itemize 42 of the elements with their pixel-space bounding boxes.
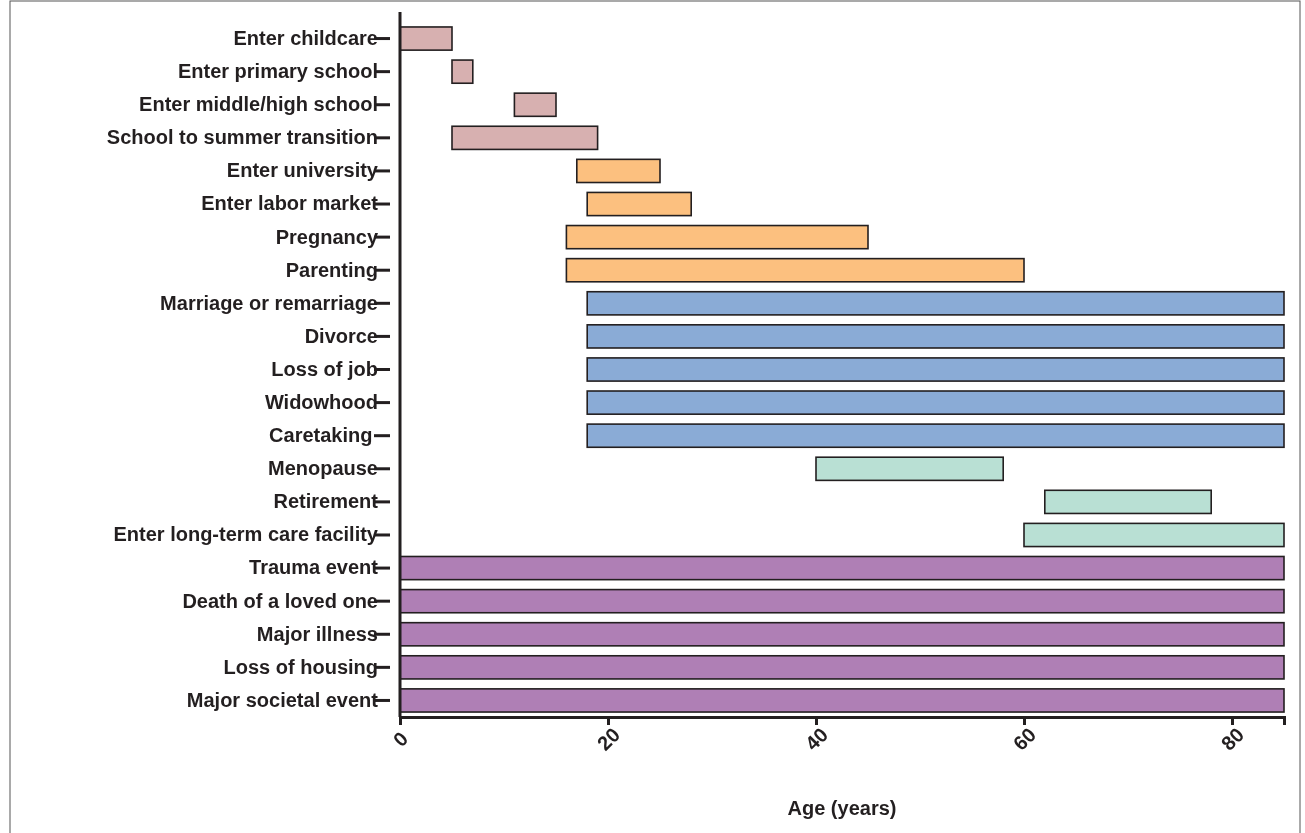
y-tick-label: Marriage or remarriage <box>160 291 378 314</box>
y-tick-label: Widowhood <box>264 391 378 413</box>
bar <box>576 158 661 184</box>
y-tick-label: Retirement <box>273 490 379 513</box>
bar <box>586 390 1285 415</box>
bar <box>586 423 1285 449</box>
y-tick-label: Enter university <box>226 159 379 182</box>
y-tick-label: Parenting <box>285 258 378 281</box>
bar <box>1023 522 1285 548</box>
y-tick-label: Divorce <box>304 324 378 347</box>
y-tick-label: Trauma event <box>249 556 379 579</box>
bar <box>586 191 692 217</box>
y-tick-label: Death of a loved one <box>182 589 378 612</box>
y-tick-label: Enter long-term care facility <box>113 523 379 546</box>
y-tick-label: Menopause <box>267 457 378 480</box>
y-tick-label: Caretaking <box>269 424 378 447</box>
y-tick-label: Enter primary school <box>177 60 378 83</box>
bar <box>451 59 474 85</box>
bar <box>586 324 1285 349</box>
x-axis-title: Age (years) <box>787 797 897 819</box>
x-tick-label: 0 <box>388 727 413 751</box>
x-tick-label: 40 <box>800 723 833 755</box>
y-tick-label: Pregnancy <box>275 225 379 248</box>
bar <box>565 224 869 250</box>
y-tick-label: Enter labor market <box>201 192 379 215</box>
bar <box>513 92 557 118</box>
x-tick-label: 60 <box>1008 723 1041 755</box>
bar <box>565 257 1025 283</box>
x-tick-label: 80 <box>1216 723 1249 755</box>
y-tick-label: Major societal event <box>186 688 379 711</box>
y-tick-label: Enter childcare <box>233 26 378 49</box>
bar <box>586 290 1285 316</box>
bar <box>1044 489 1212 515</box>
y-tick-label: Enter middle/high school <box>139 93 378 116</box>
y-tick-label: School to summer transition <box>106 126 378 149</box>
bar <box>586 357 1285 382</box>
y-tick-label: Loss of housing <box>223 655 378 678</box>
bar <box>451 125 599 151</box>
y-tick-label: Major illness <box>256 622 378 645</box>
x-tick-label: 20 <box>592 723 625 755</box>
bar <box>815 456 1004 482</box>
y-tick-label: Loss of job <box>271 357 378 380</box>
